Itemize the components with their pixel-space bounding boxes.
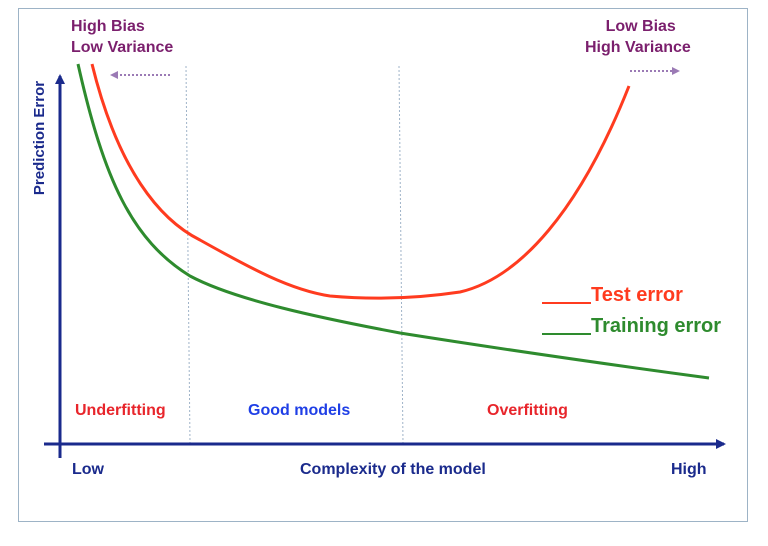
low-bias-note: Low Bias High Variance	[585, 16, 691, 58]
legend-training-error-label: Training error	[591, 315, 722, 337]
region-good-models-label: Good models	[248, 402, 351, 419]
high-bias-line: High Bias	[71, 18, 145, 35]
x-tick-high: High	[671, 461, 707, 478]
low-bias-line: Low Bias	[605, 18, 676, 35]
high-bias-note: High Bias Low Variance	[71, 16, 173, 58]
test-error-curve	[90, 63, 631, 300]
legend-test-error-label: Test error	[591, 284, 683, 306]
y-axis-title: Prediction Error	[31, 81, 48, 195]
divider-left	[185, 65, 191, 445]
x-tick-low: Low	[72, 461, 104, 478]
legend-test-error: Test error	[591, 284, 683, 307]
divider-right	[398, 65, 404, 445]
legend-training-error: Training error	[591, 315, 721, 338]
training-error-curve	[76, 63, 710, 380]
low-variance-line: Low Variance	[71, 39, 174, 56]
region-overfitting-label: Overfitting	[487, 402, 568, 419]
region-underfitting-label: Underfitting	[75, 402, 166, 419]
high-variance-line: High Variance	[585, 39, 691, 56]
x-axis-title: Complexity of the model	[300, 461, 486, 478]
